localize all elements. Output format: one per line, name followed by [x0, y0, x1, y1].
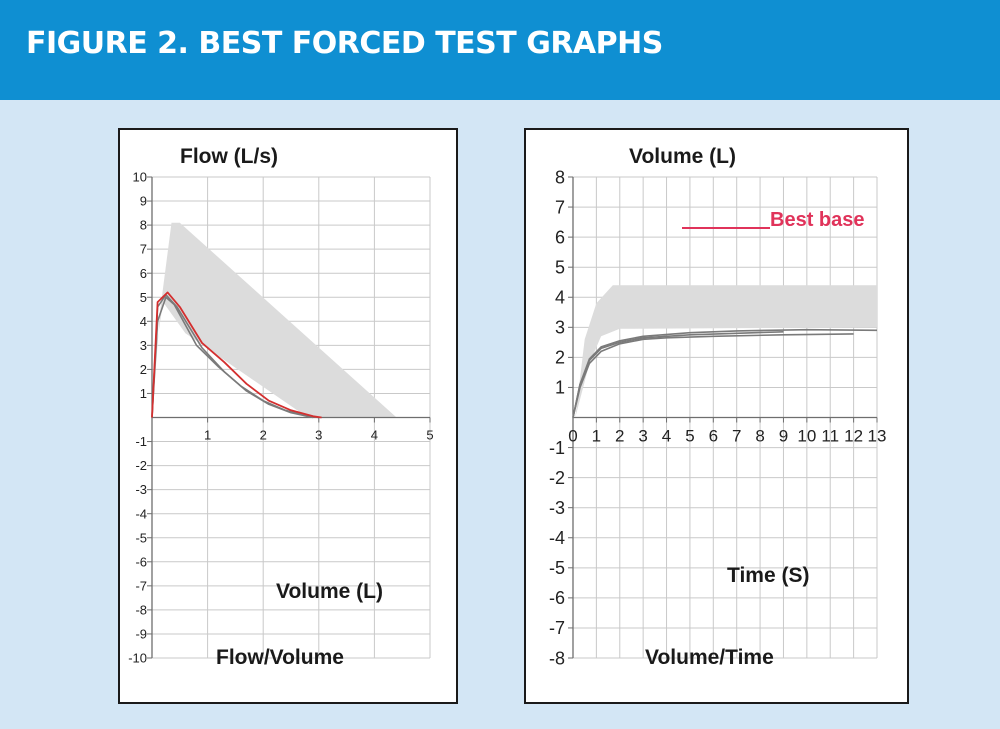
series-line-trial	[572, 331, 784, 418]
x-tick-label: 1	[592, 427, 601, 446]
series-line-best	[151, 291, 322, 419]
x-tick-label: 7	[732, 427, 741, 446]
y-tick-label: -7	[549, 618, 565, 638]
y-tick-label: -4	[549, 528, 565, 548]
series-line-trial	[151, 294, 314, 419]
x-tick-label: 8	[755, 427, 764, 446]
chart-subtitle: Flow/Volume	[216, 646, 344, 669]
y-tick-label: 2	[140, 362, 147, 377]
y-tick-label: 3	[555, 318, 565, 338]
y-tick-label: 6	[140, 266, 147, 281]
y-tick-label: -6	[549, 588, 565, 608]
y-tick-label: -8	[549, 648, 565, 668]
y-tick-label: -1	[135, 434, 147, 449]
y-tick-label: -7	[135, 578, 147, 593]
series-line-trial	[572, 328, 878, 418]
y-tick-label: 6	[555, 227, 565, 247]
x-tick-label: 10	[797, 427, 816, 446]
y-tick-label: 10	[133, 170, 147, 185]
y-tick-label: -5	[135, 530, 147, 545]
y-tick-label: 5	[555, 257, 565, 277]
x-tick-label: 5	[426, 428, 433, 443]
y-tick-label: -5	[549, 558, 565, 578]
x-axis-label: Volume (L)	[276, 580, 383, 603]
y-tick-label: 1	[140, 386, 147, 401]
y-tick-label: 8	[140, 218, 147, 233]
x-tick-label: 3	[315, 428, 322, 443]
y-tick-label: 8	[555, 167, 565, 187]
y-tick-label: -1	[549, 438, 565, 458]
x-tick-label: 4	[662, 427, 671, 446]
chart-subtitle: Volume/Time	[645, 646, 774, 669]
x-tick-label: 5	[685, 427, 694, 446]
x-tick-label: 9	[779, 427, 788, 446]
y-tick-label: 3	[140, 338, 147, 353]
x-tick-label: 1	[204, 428, 211, 443]
y-tick-label: -8	[135, 602, 147, 617]
x-tick-label: 13	[868, 427, 887, 446]
x-tick-label: 12	[844, 427, 863, 446]
y-tick-label: -4	[135, 506, 147, 521]
volume-time-panel: 8 7 6 5 4 3 2 1 -1 -2 -3 -4 -5 -6 -7 -8 0 1 2 3 4 5 6 7 8 9 10 11 12…	[524, 128, 909, 704]
x-tick-label: 4	[371, 428, 378, 443]
x-axis-label: Time (S)	[727, 564, 809, 587]
envelope-area	[152, 222, 397, 418]
y-tick-label: -3	[549, 498, 565, 518]
y-tick-label: -9	[135, 627, 147, 642]
chart-title: Volume (L)	[629, 145, 736, 168]
legend-label: Best base	[770, 209, 865, 231]
y-tick-label: 4	[140, 314, 147, 329]
x-tick-label: 0	[568, 427, 577, 446]
envelope-area	[575, 285, 877, 418]
y-tick-label: -2	[549, 468, 565, 488]
y-tick-label: -3	[135, 482, 147, 497]
chart-title: Flow (L/s)	[180, 145, 278, 168]
y-tick-label: 5	[140, 290, 147, 305]
figure-title: FIGURE 2. BEST FORCED TEST GRAPHS	[26, 26, 663, 61]
flow-volume-chart: 10 9 8 7 6 5 4 3 2 1 -1 -2 -3 -4 -5 -6 -7 -8 -9 -10 1 2 3 4 5 Flo…	[128, 145, 433, 669]
y-tick-label: 4	[555, 288, 565, 308]
x-tick-label: 11	[821, 427, 839, 446]
y-tick-label: 1	[555, 378, 565, 398]
y-tick-label: -6	[135, 554, 147, 569]
y-tick-label: -10	[128, 651, 147, 666]
y-tick-label: 9	[140, 194, 147, 209]
figure-header: FIGURE 2. BEST FORCED TEST GRAPHS	[0, 0, 1000, 100]
y-tick-label: 2	[555, 348, 565, 368]
x-tick-label: 2	[260, 428, 267, 443]
x-tick-label: 3	[638, 427, 647, 446]
y-tick-label: 7	[555, 197, 565, 217]
x-tick-label: 2	[615, 427, 624, 446]
flow-volume-panel: 10 9 8 7 6 5 4 3 2 1 -1 -2 -3 -4 -5 -6 -7 -8 -9 -10 1 2 3 4 5 Flo…	[118, 128, 458, 704]
y-tick-label: -2	[135, 458, 147, 473]
y-tick-label: 7	[140, 242, 147, 257]
x-tick-label: 6	[709, 427, 718, 446]
series-line-trial	[572, 333, 854, 418]
